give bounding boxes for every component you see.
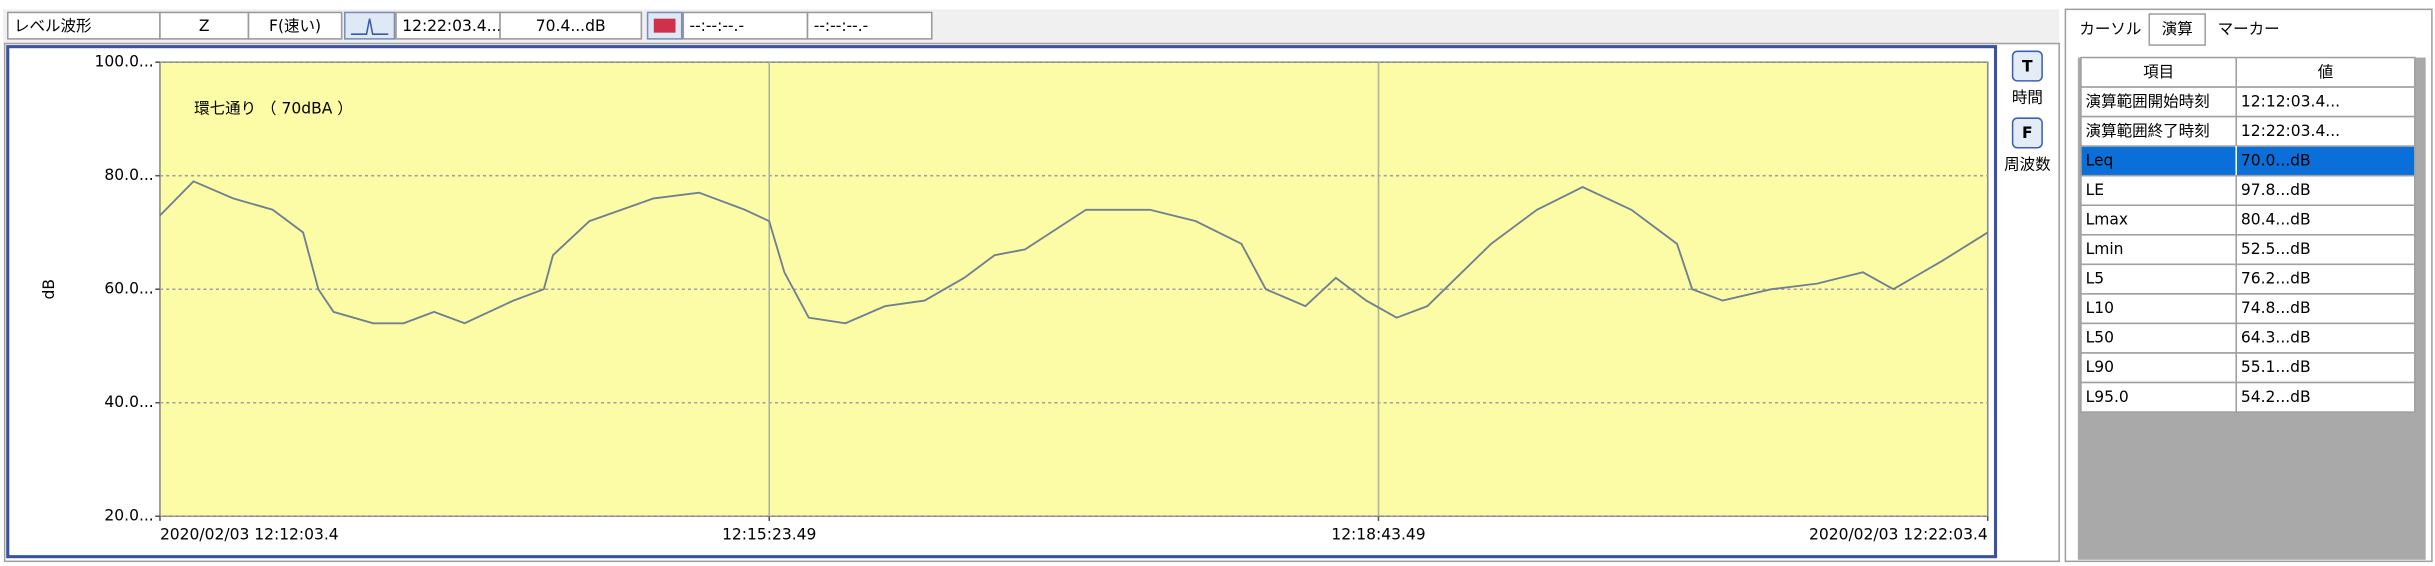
x-tick-label: 2020/02/03 12:22:03.4 <box>1809 525 1988 543</box>
table-row[interactable] <box>2080 174 2416 207</box>
side-button-icon: F <box>2022 124 2033 142</box>
table-cell: 64.3...dB <box>2241 329 2311 347</box>
y-tick-label: 60.0... <box>104 280 153 298</box>
level-line <box>159 180 1989 325</box>
table-cell: L90 <box>2086 358 2114 376</box>
table-header <box>2080 56 2416 88</box>
table-cell: 12:22:03.4... <box>2241 122 2340 140</box>
table-row[interactable] <box>2080 204 2416 236</box>
side-button-label: 周波数 <box>2004 155 2051 173</box>
toolbar-text: レベル波形 <box>14 17 92 35</box>
table-row[interactable] <box>2080 322 2416 354</box>
table-cell: 70.0...dB <box>2241 151 2311 169</box>
x-tick-label: 12:18:43.49 <box>1331 525 1425 543</box>
toolbar-icon-glyph <box>653 18 676 33</box>
toolbar-field <box>499 11 643 40</box>
table-cell: 12:12:03.4... <box>2241 92 2340 110</box>
toolbar-field <box>806 11 933 40</box>
toolbar-field <box>159 11 250 40</box>
toolbar-text: Z <box>199 17 210 35</box>
side-button[interactable] <box>2011 117 2043 149</box>
table-cell: 80.4...dB <box>2241 211 2311 229</box>
table-cell: L10 <box>2086 299 2114 317</box>
table-row[interactable] <box>2080 381 2416 413</box>
table-row[interactable] <box>2080 352 2416 384</box>
y-tick-label: 40.0... <box>104 393 153 411</box>
y-tick-label: 20.0... <box>104 507 153 525</box>
table-row[interactable] <box>2080 263 2416 295</box>
table-cell: 55.1...dB <box>2241 358 2311 376</box>
toolbar-text: --:--:--.- <box>814 17 869 35</box>
x-tick-label: 12:15:23.49 <box>722 525 816 543</box>
chart-title: 環七通り （ 70dBA ） <box>194 99 353 117</box>
y-tick-label: 100.0... <box>95 53 154 71</box>
tab[interactable]: マーカー <box>2218 20 2280 38</box>
table-header-cell: 値 <box>2318 63 2334 81</box>
table-cell: Lmin <box>2086 240 2124 258</box>
x-tick-label: 2020/02/03 12:12:03.4 <box>160 525 339 543</box>
toolbar-text: F(速い) <box>269 17 321 35</box>
toolbar-text: 12:22:03.4... <box>402 17 501 35</box>
table-cell: 97.8...dB <box>2241 181 2311 199</box>
side-button[interactable] <box>2011 50 2043 82</box>
side-button-label: 時間 <box>2012 88 2043 106</box>
table-row[interactable] <box>2080 86 2416 118</box>
table-cell: 52.5...dB <box>2241 240 2311 258</box>
toolbar-icon-glyph <box>350 18 389 35</box>
table-header-cell: 項目 <box>2143 63 2174 81</box>
table-cell: 演算範囲開始時刻 <box>2086 91 2210 110</box>
toolbar-text: 70.4...dB <box>536 17 606 35</box>
toolbar-field <box>395 11 501 40</box>
toolbar-field <box>6 11 161 40</box>
table-cell: L50 <box>2086 329 2114 347</box>
table-cell: 76.2...dB <box>2241 270 2311 288</box>
table-cell: Leq <box>2086 151 2114 169</box>
toolbar-field <box>247 11 343 40</box>
tab[interactable]: カーソル <box>2079 20 2141 38</box>
table-cell: Lmax <box>2086 211 2128 229</box>
toolbar-field <box>682 11 809 40</box>
y-axis-label: dB <box>40 279 58 300</box>
table-cell: 74.8...dB <box>2241 299 2311 317</box>
table-row[interactable] <box>2080 293 2416 325</box>
table-cell: L95.0 <box>2086 388 2129 406</box>
table-cell: 演算範囲終了時刻 <box>2086 121 2210 140</box>
toolbar-text: --:--:--.- <box>690 17 745 35</box>
table-cell: LE <box>2086 181 2104 199</box>
tab[interactable]: 演算 <box>2162 19 2193 38</box>
y-tick-label: 80.0... <box>104 166 153 184</box>
table-cell: L5 <box>2086 270 2105 288</box>
table-row[interactable] <box>2080 234 2416 266</box>
table-row[interactable] <box>2080 115 2416 147</box>
tab-active[interactable] <box>2148 13 2206 46</box>
table-cell: 54.2...dB <box>2241 388 2311 406</box>
side-button-icon: T <box>2022 57 2033 75</box>
